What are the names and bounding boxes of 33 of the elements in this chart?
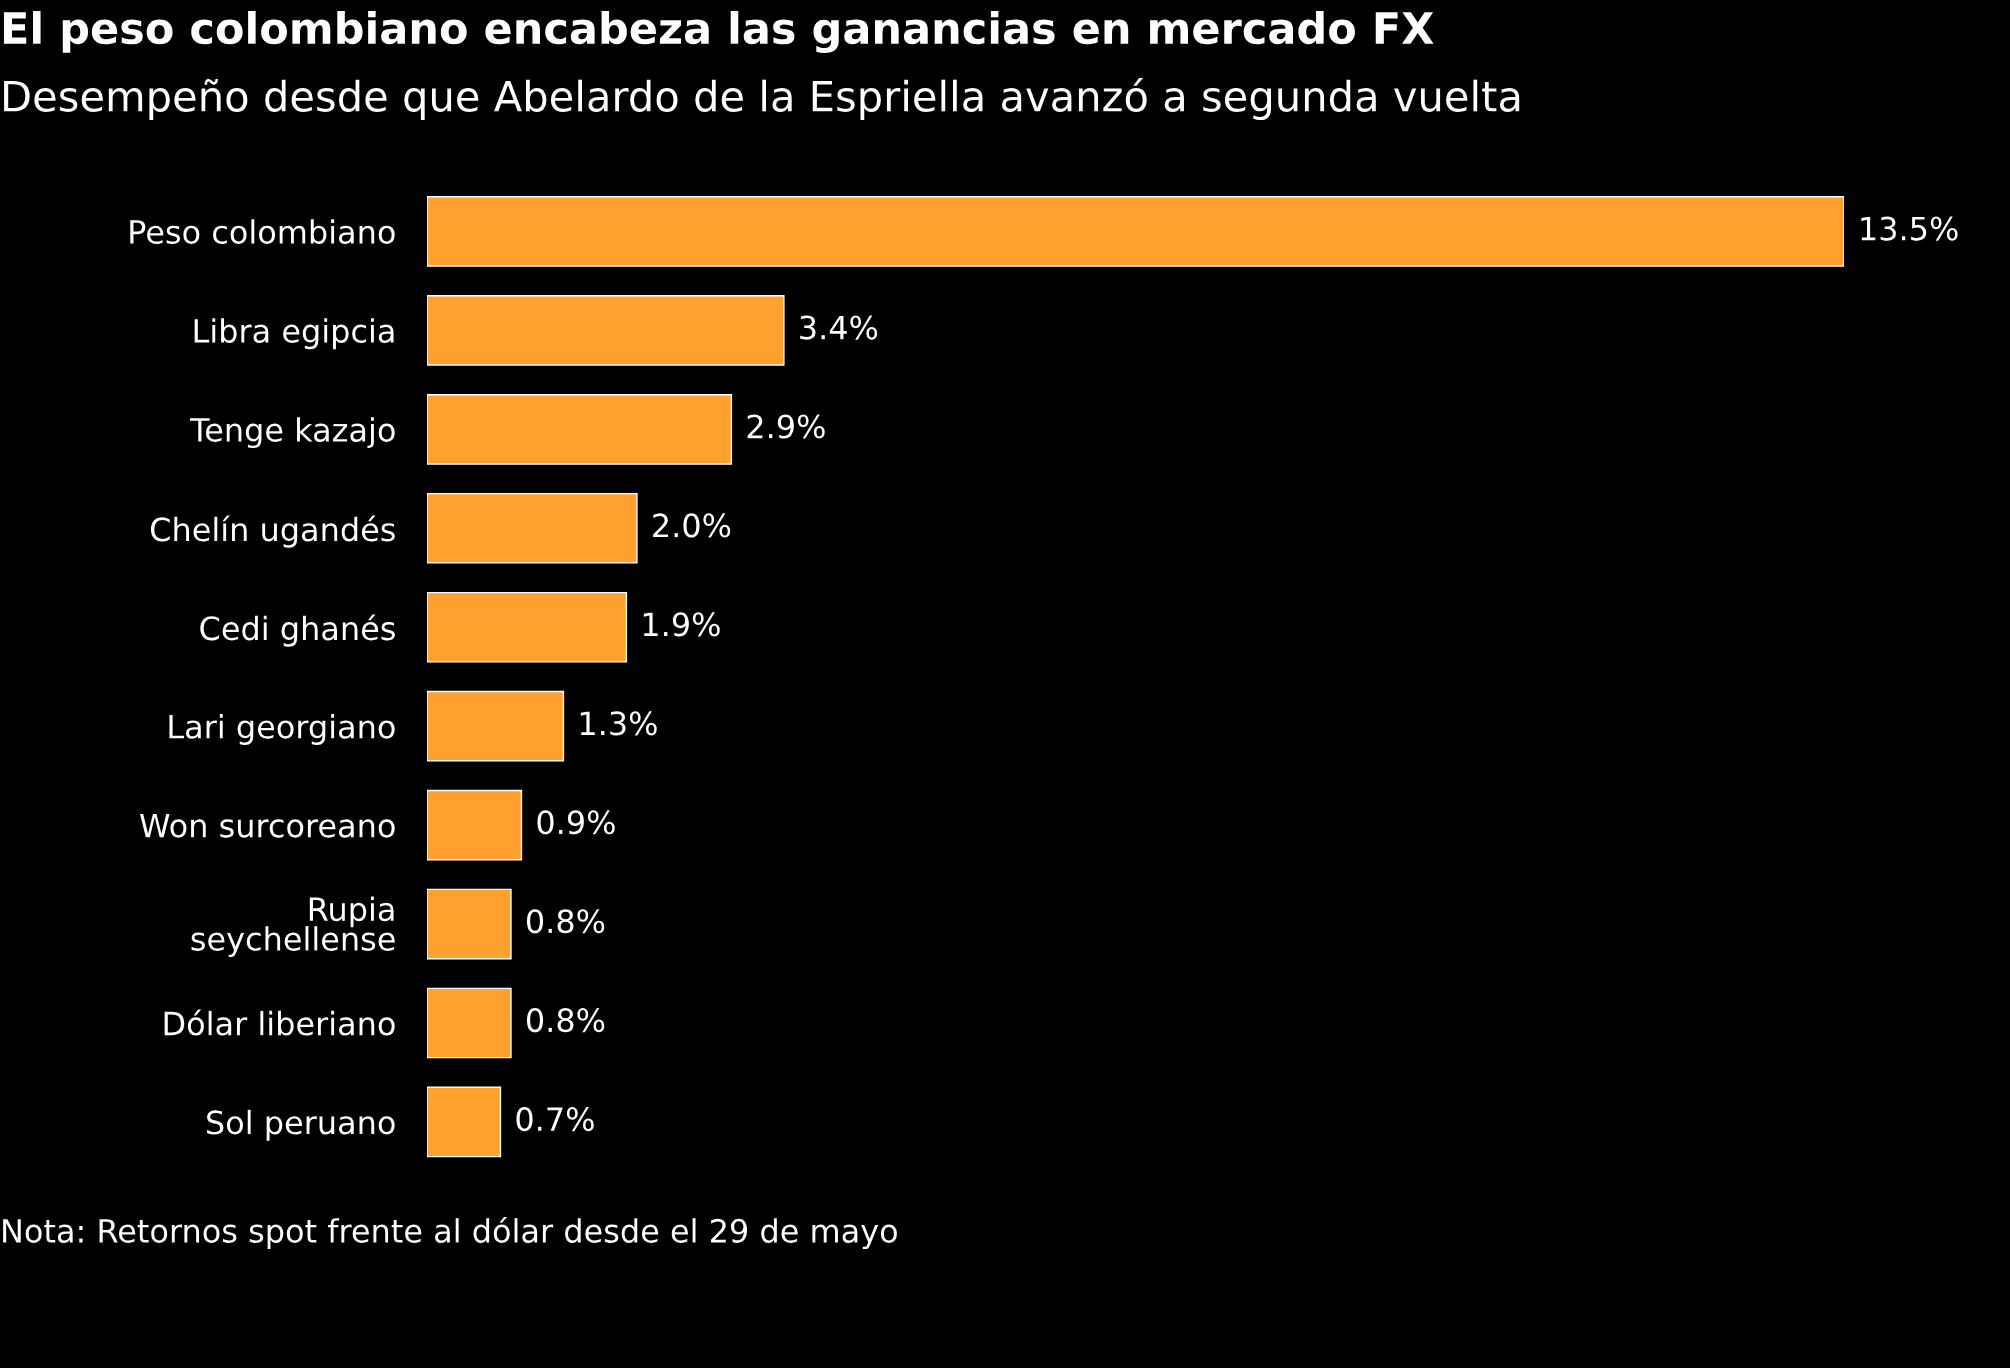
data-label: 2.0% [653, 513, 731, 538]
y-tick-label: Sol peruano [207, 1109, 395, 1141]
y-tick-label: Libra egipcia [194, 318, 394, 350]
bar [427, 1086, 502, 1158]
y-tick-label: Peso colombiano [130, 219, 395, 245]
data-label: 2.9% [747, 414, 825, 439]
data-label: 0.8% [526, 1008, 605, 1033]
chart-title: El peso colombiano encabeza las ganancias en mercado FX [3, 11, 1434, 53]
y-tick-label: Tenge kazajo [190, 417, 395, 449]
data-label: 0.8% [526, 909, 605, 934]
bar [427, 789, 523, 861]
bar [427, 295, 785, 366]
bar [427, 690, 565, 762]
bar [427, 196, 1844, 267]
y-tick-label: Lari georgiano [169, 714, 395, 745]
text: Nota: Retornos spot frente al dólar desde el 29 de mayo [3, 1216, 897, 1250]
y-tick-label: Dólar liberiano [164, 1009, 395, 1036]
y-tick-label: Cedi ghanés [200, 614, 395, 647]
bar [427, 987, 512, 1059]
data-label: 13.5% [1861, 216, 1958, 241]
chart-subtitle: Desempeño desde que Abelardo de la Espriella avanzó a segunda vuelta [4, 78, 1520, 120]
data-label: 1.9% [643, 612, 720, 637]
data-label: 1.3% [580, 711, 657, 736]
bar [427, 393, 733, 465]
y-tick-label: Won surcoreano [140, 813, 395, 838]
bar [427, 492, 638, 564]
data-label: 3.4% [800, 315, 878, 340]
y-tick-label: Chelín ugandés [150, 515, 395, 548]
data-label: 0.9% [537, 810, 615, 835]
y-tick-label: Rupia seychellense [191, 896, 395, 958]
bar [427, 888, 512, 960]
data-label: 0.7% [516, 1107, 594, 1132]
bar [427, 591, 628, 663]
